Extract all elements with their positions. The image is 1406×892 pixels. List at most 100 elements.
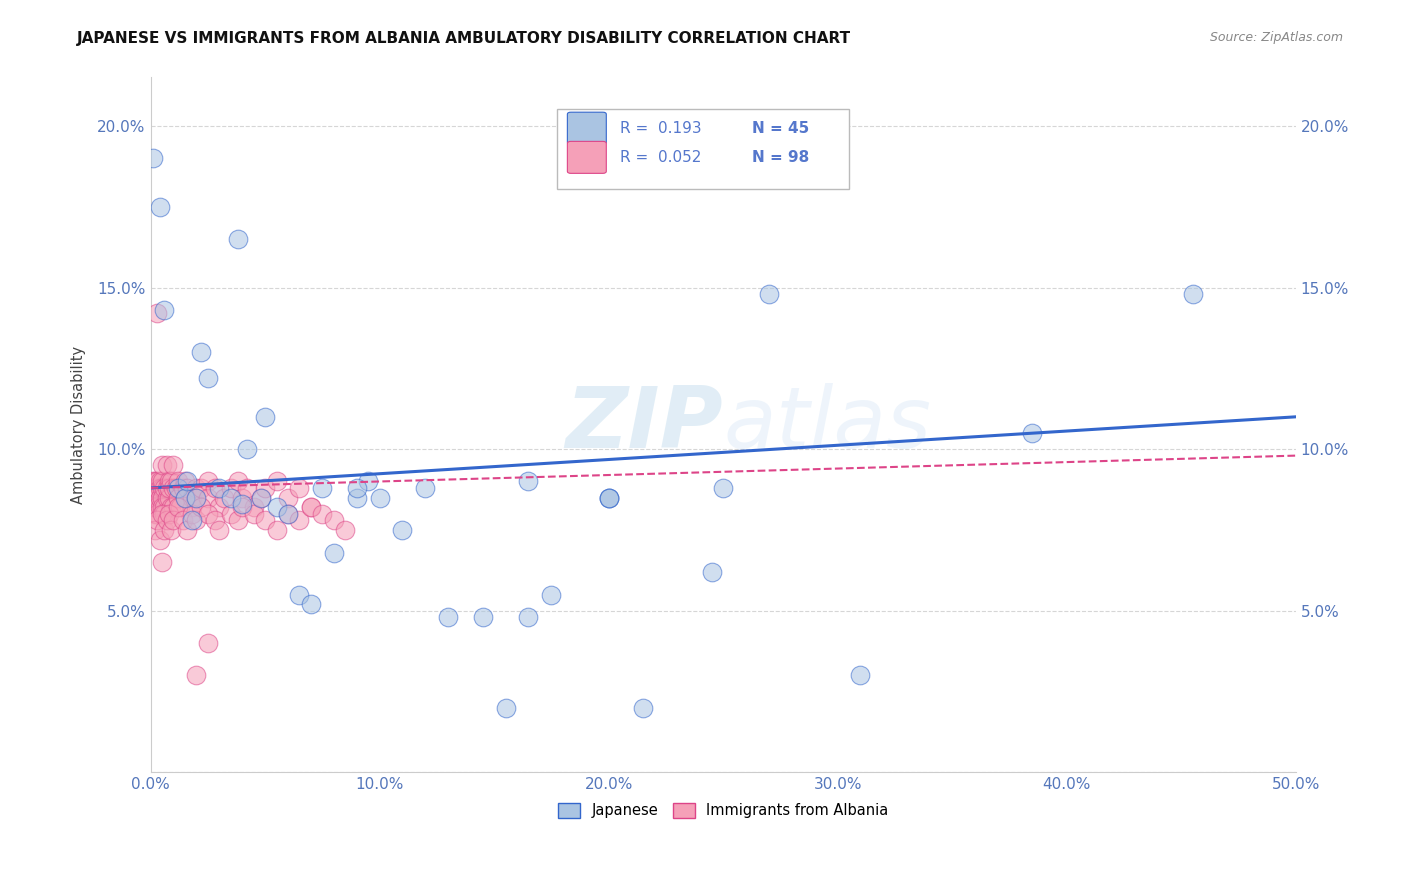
Point — [236, 481, 259, 495]
Point — [167, 500, 190, 515]
Legend: Japanese, Immigrants from Albania: Japanese, Immigrants from Albania — [553, 797, 894, 824]
Point — [197, 491, 219, 505]
Point — [517, 610, 540, 624]
Point — [517, 475, 540, 489]
Point — [157, 475, 180, 489]
Text: N = 98: N = 98 — [752, 150, 808, 165]
Point — [150, 491, 173, 505]
Point — [186, 491, 208, 505]
FancyBboxPatch shape — [568, 112, 606, 145]
Point — [146, 507, 169, 521]
Point — [146, 475, 169, 489]
Point — [346, 481, 368, 495]
Point — [172, 481, 194, 495]
Point — [143, 491, 166, 505]
Point — [231, 497, 253, 511]
Point — [180, 491, 202, 505]
Point — [700, 565, 723, 579]
Point — [146, 513, 169, 527]
Point — [174, 491, 197, 505]
Point — [162, 500, 184, 515]
Point — [153, 523, 176, 537]
Point — [174, 491, 197, 505]
Point — [143, 507, 166, 521]
Point — [208, 523, 231, 537]
Point — [208, 481, 231, 495]
Point — [236, 442, 259, 457]
Point — [219, 507, 242, 521]
Point — [186, 513, 208, 527]
Point — [208, 500, 231, 515]
Point — [322, 513, 344, 527]
Point — [149, 500, 172, 515]
Point — [150, 475, 173, 489]
Point — [598, 491, 620, 505]
Point — [631, 700, 654, 714]
Point — [598, 491, 620, 505]
Point — [277, 507, 299, 521]
Point — [190, 481, 212, 495]
Point — [165, 481, 187, 495]
Point — [146, 500, 169, 515]
Point — [146, 306, 169, 320]
Point — [142, 151, 165, 165]
Point — [1181, 287, 1204, 301]
Point — [197, 475, 219, 489]
Point — [299, 597, 322, 611]
Point — [156, 481, 179, 495]
Point — [495, 700, 517, 714]
Point — [150, 555, 173, 569]
Text: R =  0.052: R = 0.052 — [620, 150, 702, 165]
Point — [335, 523, 357, 537]
Point — [186, 668, 208, 682]
Point — [149, 533, 172, 547]
Point — [471, 610, 494, 624]
Point — [254, 481, 277, 495]
Point — [249, 491, 271, 505]
Point — [249, 491, 271, 505]
Point — [153, 303, 176, 318]
Point — [150, 507, 173, 521]
Point — [167, 491, 190, 505]
Point — [437, 610, 460, 624]
Point — [540, 588, 562, 602]
Point — [176, 475, 198, 489]
Point — [180, 500, 202, 515]
Point — [277, 507, 299, 521]
Point — [156, 458, 179, 473]
Point — [153, 500, 176, 515]
Point — [146, 481, 169, 495]
Point — [174, 475, 197, 489]
Point — [288, 513, 311, 527]
Point — [180, 507, 202, 521]
Point — [219, 491, 242, 505]
Point — [150, 458, 173, 473]
Point — [311, 507, 333, 521]
Point — [357, 475, 380, 489]
Point — [186, 491, 208, 505]
Text: atlas: atlas — [723, 384, 931, 467]
Point — [190, 345, 212, 359]
Point — [212, 491, 235, 505]
Point — [156, 513, 179, 527]
Text: N = 45: N = 45 — [752, 120, 808, 136]
Point — [143, 500, 166, 515]
Point — [167, 481, 190, 495]
Point — [149, 475, 172, 489]
Point — [711, 481, 734, 495]
Point — [197, 507, 219, 521]
Point — [415, 481, 437, 495]
Point — [160, 500, 183, 515]
Point — [153, 481, 176, 495]
Point — [172, 513, 194, 527]
Point — [186, 481, 208, 495]
Text: JAPANESE VS IMMIGRANTS FROM ALBANIA AMBULATORY DISABILITY CORRELATION CHART: JAPANESE VS IMMIGRANTS FROM ALBANIA AMBU… — [77, 31, 852, 46]
Point — [368, 491, 391, 505]
Point — [150, 500, 173, 515]
Point — [231, 491, 253, 505]
Point — [149, 481, 172, 495]
Point — [167, 475, 190, 489]
Point — [231, 500, 253, 515]
Point — [242, 507, 264, 521]
Point — [219, 481, 242, 495]
